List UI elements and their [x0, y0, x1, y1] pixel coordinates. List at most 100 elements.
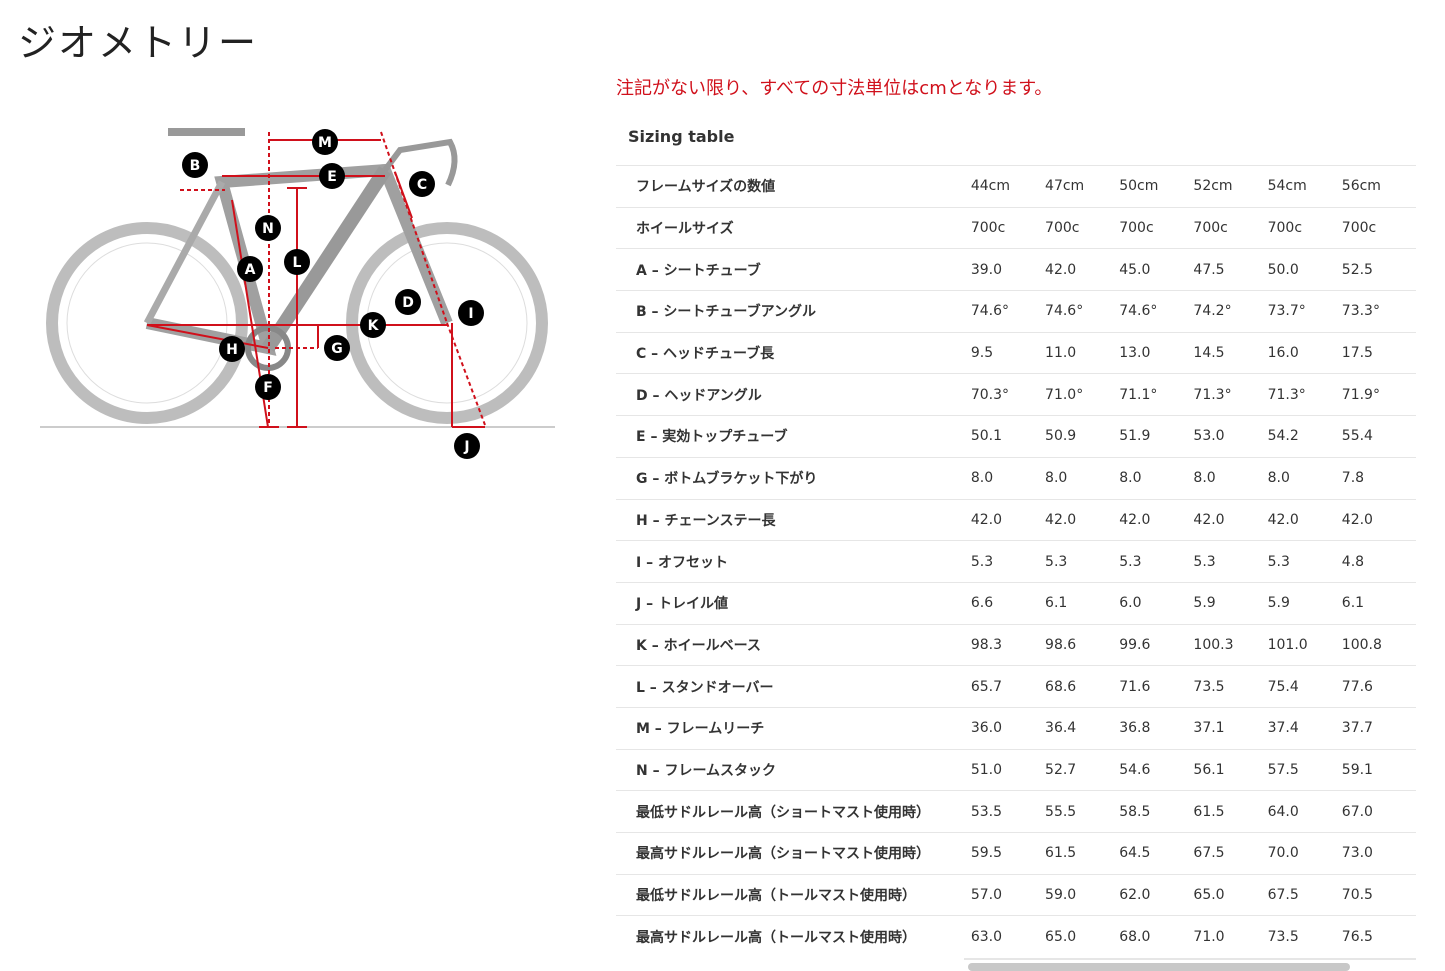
row-label: A – シートチューブ	[636, 262, 761, 279]
row-label: G – ボトムブラケット下がり	[636, 471, 818, 488]
cell-value: 53.0	[1193, 428, 1225, 445]
row-label: 最高サドルレール高（トールマスト使用時）	[636, 929, 916, 946]
cell-value: 57.0	[970, 887, 1003, 904]
cell-value: 52.7	[1045, 761, 1077, 778]
cell-value: 42.0	[1119, 511, 1151, 528]
horizontal-scrollbar[interactable]	[968, 963, 1350, 971]
svg-text:D: D	[402, 295, 414, 311]
row-label: B – シートチューブアングル	[636, 304, 817, 321]
cell-value: 4.8	[1341, 553, 1365, 570]
cell-value: 37.1	[1193, 720, 1225, 737]
table-row: H – チェーンステー長 42.0 42.0 42.0 42.0 42.0 42.0	[616, 498, 1416, 541]
cell-value: 44cm	[970, 178, 1010, 195]
table-row: 最低サドルレール高（ショートマスト使用時） 53.5 55.5 58.5 61.5 64.…	[616, 790, 1416, 832]
sizing-table: フレームサイズの数値 44cm 47cm 50cm 52cm 54cm 56cm ホイールサイ…	[616, 165, 1416, 957]
table-row: B – シートチューブアングル 74.6° 74.6° 74.6° 74.2° 73.7°…	[616, 290, 1416, 332]
cell-value: 73.5	[1193, 678, 1225, 695]
cell-value: 99.6	[1119, 636, 1151, 653]
cell-value: 56cm	[1341, 178, 1381, 195]
cell-value: 5.9	[1267, 595, 1290, 612]
cell-value: 76.5	[1341, 928, 1373, 945]
cell-value: 5.3	[1193, 553, 1216, 570]
cell-value: 71.3°	[1193, 386, 1232, 403]
table-row: 最高サドルレール高（ショートマスト使用時） 59.5 61.5 64.5 67.5 70.…	[616, 832, 1416, 874]
cell-value: 61.5	[1045, 845, 1077, 862]
cell-value: 11.0	[1045, 345, 1077, 362]
cell-value: 36.4	[1045, 720, 1077, 737]
cell-value: 14.5	[1193, 345, 1225, 362]
row-label: K – ホイールベース	[636, 637, 761, 654]
row-label: I – オフセット	[636, 554, 728, 571]
cell-value: 73.5	[1267, 928, 1299, 945]
table-row: E – 実効トップチューブ 50.1 50.9 51.9 53.0 54.2 55.4	[616, 415, 1416, 457]
cell-value: 64.5	[1119, 845, 1151, 862]
dimension-markers: B M E C N L A D I K G H F J	[182, 129, 484, 459]
cell-value: 47.5	[1193, 261, 1225, 278]
cell-value: 74.2°	[1193, 303, 1232, 320]
cell-value: 6.1	[1341, 595, 1365, 612]
cell-value: 63.0	[970, 928, 1003, 945]
marker-i: I	[458, 300, 484, 326]
cell-value: 74.6°	[970, 303, 1010, 320]
marker-d: D	[395, 289, 421, 315]
cell-value: 700c	[1119, 220, 1154, 237]
marker-g: G	[324, 335, 350, 361]
cell-value: 62.0	[1119, 887, 1151, 904]
cell-value: 71.6	[1119, 678, 1151, 695]
marker-e: E	[319, 163, 345, 189]
cell-value: 53.5	[970, 803, 1003, 820]
cell-value: 98.3	[970, 636, 1003, 653]
cell-value: 73.3°	[1341, 303, 1380, 320]
row-label: H – チェーンステー長	[636, 512, 776, 529]
marker-b: B	[182, 152, 208, 178]
cell-value: 77.6	[1341, 678, 1373, 695]
table-row: A – シートチューブ 39.0 42.0 45.0 47.5 50.0 52.5	[616, 248, 1416, 290]
cell-value: 47cm	[1045, 178, 1085, 195]
cell-value: 61.5	[1193, 803, 1225, 820]
cell-value: 67.5	[1267, 887, 1299, 904]
cell-value: 700c	[1341, 220, 1377, 237]
cell-value: 50.9	[1045, 428, 1077, 445]
row-label: E – 実効トップチューブ	[636, 429, 788, 446]
svg-text:I: I	[468, 306, 473, 322]
cell-value: 42.0	[970, 511, 1003, 528]
cell-value: 75.4	[1267, 678, 1299, 695]
cell-value: 65.0	[1193, 887, 1225, 904]
cell-value: 68.6	[1045, 678, 1077, 695]
cell-value: 54.2	[1267, 428, 1299, 445]
marker-a: A	[237, 256, 263, 282]
cell-value: 68.0	[1119, 928, 1151, 945]
row-label: N – フレームスタック	[636, 762, 777, 779]
cell-value: 6.1	[1045, 595, 1068, 612]
cell-value: 51.9	[1119, 428, 1151, 445]
svg-text:N: N	[262, 221, 274, 237]
svg-text:F: F	[263, 380, 273, 396]
cell-value: 42.0	[1045, 511, 1077, 528]
cell-value: 67.0	[1341, 803, 1373, 820]
table-row: 最低サドルレール高（トールマスト使用時） 57.0 59.0 62.0 65.0 67.5…	[616, 873, 1416, 916]
cell-value: 39.0	[970, 261, 1003, 278]
table-row: L – スタンドオーバー 65.7 68.6 71.6 73.5 75.4 77.6	[616, 665, 1416, 707]
table-row: G – ボトムブラケット下がり 8.0 8.0 8.0 8.0 8.0 7.8	[616, 456, 1416, 499]
cell-value: 42.0	[1045, 261, 1077, 278]
table-row: K – ホイールベース 98.3 98.6 99.6 100.3 101.0 100.8	[616, 623, 1416, 666]
row-label: ホイールサイズ	[636, 221, 734, 238]
cell-value: 70.0	[1267, 845, 1299, 862]
bike-illustration	[40, 128, 555, 428]
svg-text:L: L	[293, 255, 302, 271]
cell-value: 59.1	[1341, 761, 1373, 778]
marker-h: H	[219, 336, 245, 362]
table-row: D – ヘッドアングル 70.3° 71.0° 71.1° 71.3° 71.3° 71.9…	[616, 373, 1416, 415]
cell-value: 45.0	[1119, 261, 1151, 278]
cell-value: 67.5	[1193, 845, 1225, 862]
units-note: 注記がない限り、すべての寸法単位はcmとなります。	[616, 78, 1053, 99]
cell-value: 8.0	[970, 470, 994, 487]
svg-text:K: K	[368, 318, 380, 334]
cell-value: 700c	[1267, 220, 1303, 237]
cell-value: 57.5	[1267, 761, 1299, 778]
row-label: M – フレームリーチ	[636, 721, 765, 738]
marker-f: F	[255, 374, 281, 400]
cell-value: 700c	[970, 220, 1006, 237]
cell-value: 74.6°	[1045, 303, 1084, 320]
cell-value: 59.0	[1045, 887, 1077, 904]
